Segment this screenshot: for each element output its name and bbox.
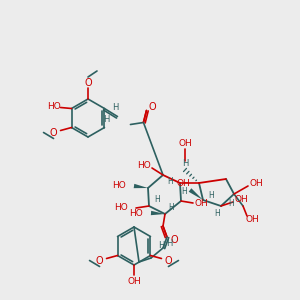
Polygon shape: [134, 184, 148, 188]
Polygon shape: [189, 188, 203, 200]
Text: O: O: [96, 256, 104, 266]
Text: OH: OH: [178, 139, 192, 148]
Text: HO: HO: [47, 102, 60, 111]
Text: H: H: [208, 190, 214, 200]
Text: H: H: [154, 194, 160, 203]
Text: H: H: [112, 103, 119, 112]
Text: H: H: [228, 199, 234, 208]
Text: OH: OH: [176, 179, 190, 188]
Text: HO: HO: [114, 203, 128, 212]
Text: H: H: [182, 160, 188, 169]
Text: HO: HO: [129, 208, 143, 217]
Text: H: H: [158, 241, 164, 250]
Text: OH: OH: [234, 196, 248, 205]
Text: H: H: [168, 202, 174, 211]
Text: O: O: [84, 78, 92, 88]
Text: O: O: [50, 128, 57, 137]
Text: H: H: [181, 188, 187, 196]
Text: OH: OH: [245, 214, 259, 224]
Polygon shape: [151, 211, 165, 215]
Text: HO: HO: [112, 182, 126, 190]
Text: OH: OH: [249, 179, 263, 188]
Text: H: H: [166, 238, 172, 247]
Text: O: O: [165, 256, 172, 266]
Text: H: H: [214, 209, 220, 218]
Text: OH: OH: [127, 277, 141, 286]
Text: OH: OH: [194, 199, 208, 208]
Text: H: H: [103, 115, 110, 124]
Text: HO: HO: [137, 160, 151, 169]
Text: H: H: [167, 178, 173, 187]
Text: O: O: [148, 101, 156, 112]
Text: O: O: [170, 235, 178, 245]
